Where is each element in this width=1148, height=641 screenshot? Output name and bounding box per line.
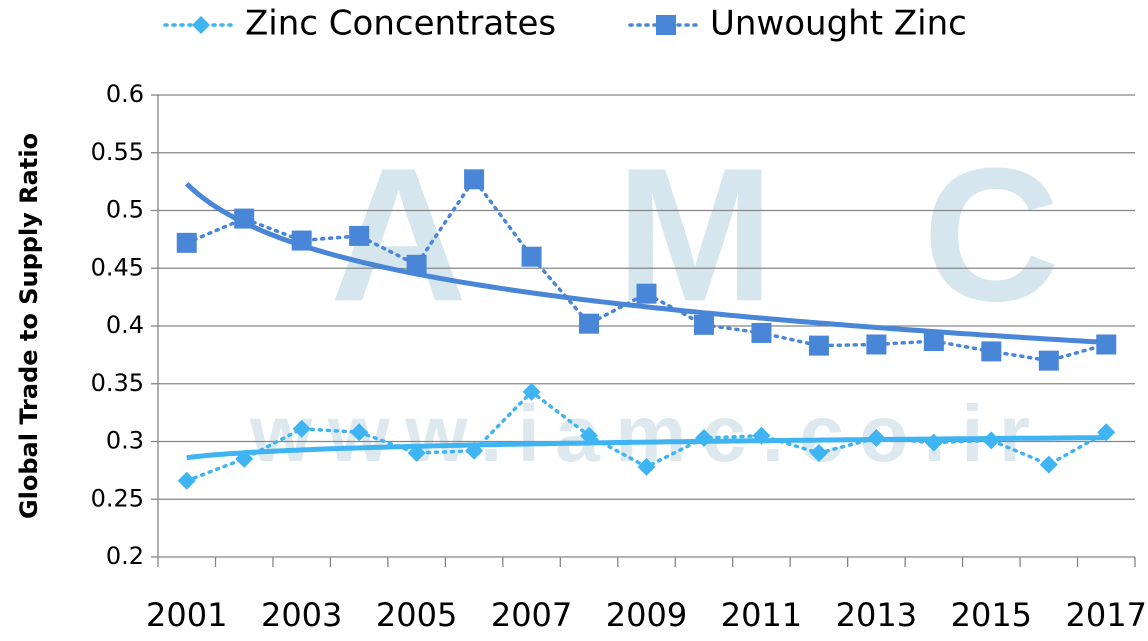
x-tick-label: 2009 (606, 596, 687, 634)
y-tick-label: 0.35 (91, 369, 144, 397)
marker (407, 444, 426, 463)
marker (350, 423, 369, 442)
y-tick-label: 0.25 (91, 484, 144, 512)
marker (694, 429, 713, 448)
marker (292, 419, 311, 438)
watermark: AMC (330, 129, 1060, 341)
marker (808, 335, 829, 356)
marker (465, 441, 484, 460)
marker (1096, 334, 1117, 355)
y-tick-label: 0.2 (106, 542, 144, 570)
x-tick-label: 2017 (1066, 596, 1147, 634)
marker (522, 382, 541, 401)
trendline (186, 435, 1107, 461)
marker (580, 426, 599, 445)
y-tick-label: 0.55 (91, 138, 144, 166)
marker (866, 334, 887, 355)
x-tick-label: 2011 (721, 596, 802, 634)
legend-label: Unwought Zinc (710, 4, 967, 44)
marker (1039, 455, 1058, 474)
trendline (185, 182, 1107, 345)
marker (656, 15, 676, 35)
y-axis-label: Global Trade to Supply Ratio (15, 133, 43, 519)
x-tick-label: 2001 (146, 596, 227, 634)
marker (234, 208, 255, 229)
y-tick-label: 0.5 (106, 196, 144, 224)
marker (291, 230, 312, 251)
marker (637, 457, 656, 476)
marker (1038, 350, 1059, 371)
x-tick-label: 2013 (836, 596, 917, 634)
marker (521, 246, 542, 267)
y-tick-label: 0.4 (106, 311, 144, 339)
marker (235, 449, 254, 468)
marker (751, 322, 772, 343)
marker (177, 471, 196, 490)
marker (1097, 423, 1116, 442)
marker (923, 331, 944, 352)
marker (636, 283, 657, 304)
marker (752, 426, 771, 445)
marker (809, 444, 828, 463)
x-tick-label: 2005 (376, 596, 457, 634)
marker (867, 429, 886, 448)
marker (464, 169, 485, 190)
y-tick-label: 0.45 (91, 253, 144, 281)
y-tick-label: 0.6 (106, 80, 144, 108)
x-tick-label: 2007 (491, 596, 572, 634)
marker (579, 313, 600, 334)
marker (982, 431, 1001, 450)
y-tick-label: 0.3 (106, 427, 144, 455)
x-tick-label: 2003 (261, 596, 342, 634)
x-tick-label: 2015 (951, 596, 1032, 634)
marker (981, 341, 1002, 362)
marker (349, 225, 370, 246)
marker (406, 254, 427, 275)
legend: Zinc Concentrates Unwought Zinc (163, 4, 967, 44)
marker (924, 433, 943, 452)
legend-label: Zinc Concentrates (245, 4, 556, 44)
marker (693, 314, 714, 335)
marker (176, 232, 197, 253)
marker (192, 16, 210, 34)
